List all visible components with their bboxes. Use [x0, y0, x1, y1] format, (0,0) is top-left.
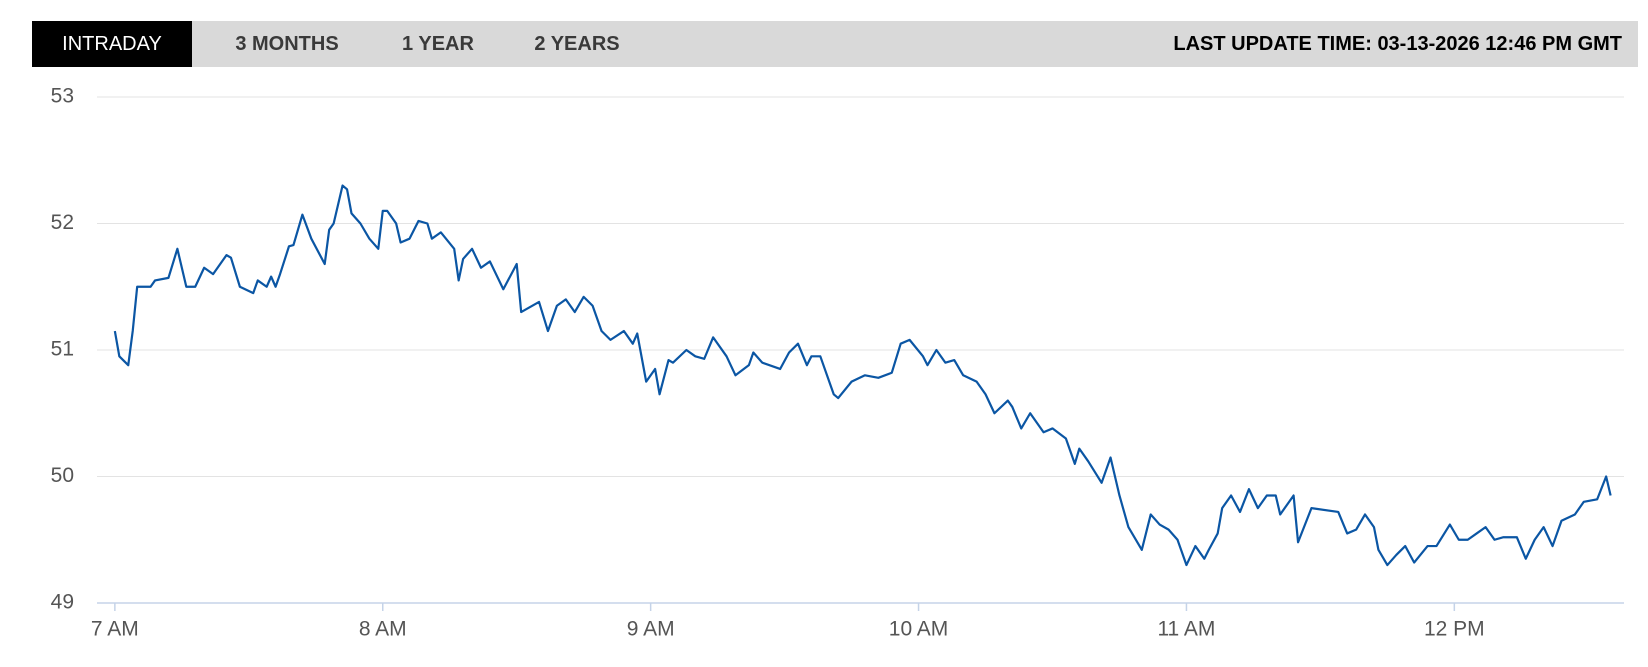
y-tick-label: 52	[51, 211, 74, 234]
tab[interactable]: INTRADAY	[32, 21, 192, 67]
y-tick-label: 50	[51, 464, 74, 487]
y-tick-label: 51	[51, 338, 74, 361]
x-tick-label: 10 AM	[889, 618, 949, 641]
tab[interactable]: 1 YEAR	[402, 33, 474, 55]
tab[interactable]: 2 YEARS	[534, 33, 620, 55]
y-tick-label: 49	[51, 591, 74, 614]
tab[interactable]: 3 MONTHS	[235, 33, 339, 55]
x-tick-label: 11 AM	[1157, 618, 1215, 641]
y-tick-label: 53	[51, 85, 74, 108]
x-tick-label: 9 AM	[627, 618, 675, 641]
tab-bar: INTRADAY 3 MONTHS 1 YEAR 2 YEARS LAST UP…	[32, 21, 1638, 67]
x-tick-label: 8 AM	[359, 618, 407, 641]
x-tick-label: 12 PM	[1424, 618, 1485, 641]
last-update-time: LAST UPDATE TIME: 03-13-2026 12:46 PM GM…	[1173, 33, 1622, 55]
x-tick-label: 7 AM	[91, 618, 139, 641]
price-line	[113, 184, 1612, 567]
